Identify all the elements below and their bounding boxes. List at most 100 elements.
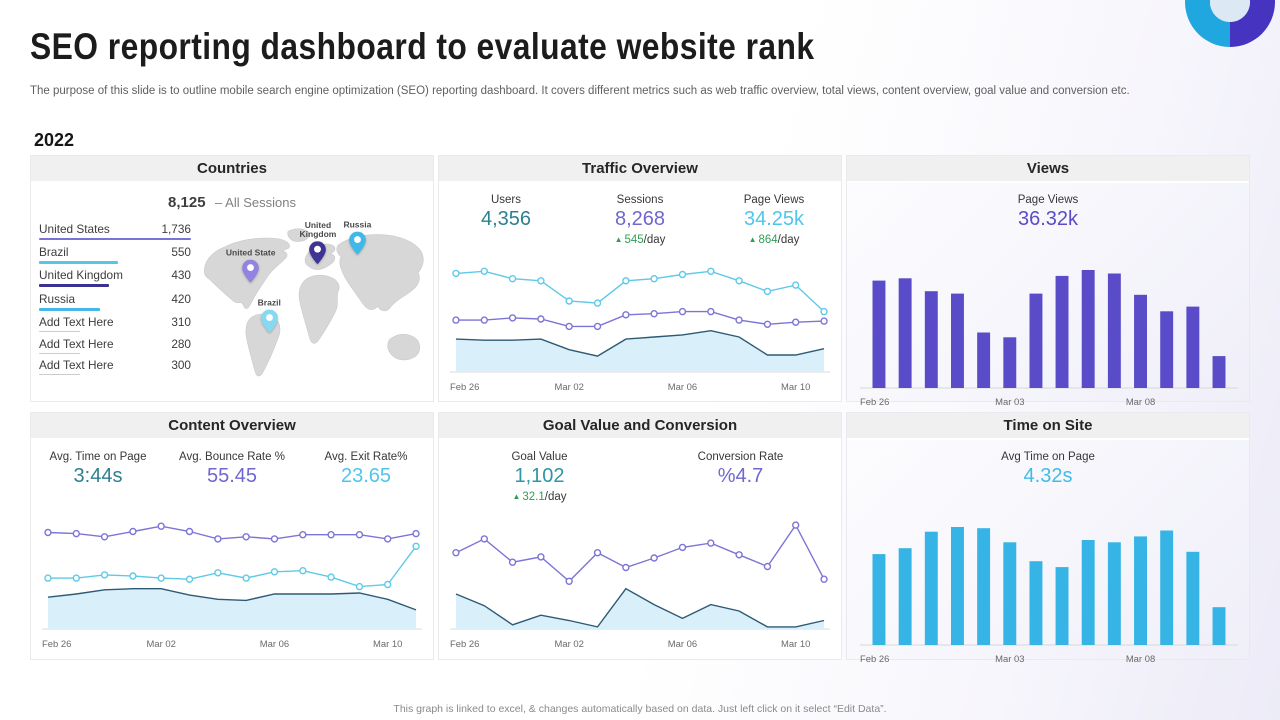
country-underline bbox=[39, 352, 81, 354]
time-on-site-body: Avg Time on Page 4.32s Feb 26 Mar 03 Mar 08 bbox=[847, 440, 1249, 667]
stat-value: 34.25k bbox=[743, 208, 805, 230]
stat-sessions: Sessions 8,268 ▲ 545/day bbox=[573, 194, 707, 256]
delta-unit: /day bbox=[544, 491, 567, 503]
country-row-brazil[interactable]: Brazil 550 bbox=[39, 245, 191, 264]
stat-label: Page Views bbox=[743, 194, 805, 206]
stat-label: Page Views bbox=[1017, 194, 1079, 206]
panel-countries: Countries 8,125 – All Sessions United St… bbox=[30, 155, 434, 402]
country-row-united-states[interactable]: United States 1,736 bbox=[39, 222, 191, 240]
map-pin-united-kingdom: United Kingdom bbox=[287, 219, 349, 265]
panel-goal-conversion: Goal Value and Conversion Goal Value 1,10… bbox=[438, 412, 842, 660]
stat-value: 55.45 bbox=[206, 465, 258, 487]
stat-avg-bounce-rate: Avg. Bounce Rate % 55.45 bbox=[165, 451, 299, 513]
views-bar-chart[interactable]: Feb 26 Mar 03 Mar 08 bbox=[854, 258, 1242, 410]
stat-value: 8,268 bbox=[614, 208, 666, 230]
stat-delta: ▲ 32.1/day bbox=[439, 491, 640, 503]
country-name: United Kingdom bbox=[39, 268, 123, 282]
stat-avg-time-on-page: Avg. Time on Page 3:44s bbox=[31, 451, 165, 513]
svg-text:Mar 03: Mar 03 bbox=[995, 397, 1024, 408]
panel-title-goal: Goal Value and Conversion bbox=[439, 413, 841, 440]
country-row-united-kingdom[interactable]: United Kingdom 430 bbox=[39, 268, 191, 287]
views-stats-row: Page Views 36.32k bbox=[847, 194, 1249, 256]
stat-delta: ▲ 864/day bbox=[707, 234, 841, 246]
country-row-russia[interactable]: Russia 420 bbox=[39, 292, 191, 311]
delta-value: 545 bbox=[624, 234, 644, 246]
country-value: 280 bbox=[171, 336, 191, 351]
dashboard-grid: Countries 8,125 – All Sessions United St… bbox=[30, 155, 1250, 665]
country-underline bbox=[39, 284, 109, 287]
views-body: Page Views 36.32k Feb 26 Mar 03 Mar 08 bbox=[847, 183, 1249, 410]
stat-avg-exit-rate: Avg. Exit Rate% 23.65 bbox=[299, 451, 433, 513]
stat-label: Avg. Time on Page bbox=[49, 451, 147, 463]
country-value: 1,736 bbox=[161, 222, 191, 236]
svg-text:Mar 02: Mar 02 bbox=[554, 639, 583, 650]
panel-title-time-on-site: Time on Site bbox=[847, 413, 1249, 440]
country-name: Add Text Here bbox=[39, 336, 114, 351]
panel-title-views: Views bbox=[847, 156, 1249, 183]
svg-text:Feb 26: Feb 26 bbox=[450, 382, 479, 393]
footer-note: This graph is linked to excel, & changes… bbox=[393, 703, 887, 715]
stat-conversion-rate: Conversion Rate %4.7 bbox=[640, 451, 841, 513]
map-pin-russia: Russia bbox=[326, 220, 388, 255]
map-wrap: United State United Kingdom Russia Brazil bbox=[195, 218, 427, 404]
delta-unit: /day bbox=[777, 234, 800, 246]
goal-body: Goal Value 1,102 ▲ 32.1/day Conversion Rate%… bbox=[439, 440, 841, 659]
traffic-line-chart[interactable]: Feb 26 Mar 02 Mar 06 Mar 10 bbox=[446, 258, 834, 395]
countries-body: 8,125 – All Sessions United States 1,736 B… bbox=[31, 183, 433, 404]
content-stats-row: Avg. Time on Page 3:44s Avg. Bounce Rate %… bbox=[31, 451, 433, 513]
country-name: Russia bbox=[39, 291, 76, 306]
brand-logo-icon bbox=[1185, 0, 1275, 47]
stat-value: 36.32k bbox=[1017, 208, 1079, 230]
traffic-stats-row: Users 4,356 Sessions 8,268 ▲ 545/day Page View… bbox=[439, 194, 841, 256]
time-on-site-bar-chart[interactable]: Feb 26 Mar 03 Mar 08 bbox=[854, 515, 1242, 667]
country-row-add-text-here[interactable]: Add Text Here 310 bbox=[39, 315, 191, 332]
up-arrow-icon: ▲ bbox=[614, 235, 623, 244]
stat-value: 4.32s bbox=[1023, 465, 1073, 487]
goal-line-chart[interactable]: Feb 26 Mar 02 Mar 06 Mar 10 bbox=[446, 515, 834, 652]
country-name: Brazil bbox=[39, 244, 69, 259]
map-pin-united-state: United State bbox=[220, 247, 282, 283]
panel-title-traffic: Traffic Overview bbox=[439, 156, 841, 183]
stat-value: 23.65 bbox=[340, 465, 392, 487]
all-sessions-total: 8,125 – All Sessions bbox=[31, 194, 433, 212]
stat-delta: ▲ 545/day bbox=[573, 234, 707, 246]
total-sessions-value: 8,125 bbox=[168, 194, 206, 211]
country-row-add-text-here[interactable]: Add Text Here 280 bbox=[39, 337, 191, 354]
year-label: 2022 bbox=[34, 130, 75, 150]
svg-text:Mar 06: Mar 06 bbox=[668, 639, 697, 650]
stat-label: Users bbox=[490, 194, 522, 206]
country-value: 550 bbox=[171, 244, 191, 259]
map-pin-label: Brazil bbox=[257, 298, 281, 309]
country-underline bbox=[39, 374, 81, 375]
country-name: Add Text Here bbox=[39, 315, 114, 329]
stat-avg-time-on-page: Avg Time on Page 4.32s bbox=[847, 451, 1249, 513]
svg-text:Mar 08: Mar 08 bbox=[1126, 654, 1155, 665]
total-sessions-label: – All Sessions bbox=[215, 195, 296, 210]
map-pin-label: United State bbox=[225, 247, 276, 258]
country-underline bbox=[39, 260, 119, 264]
delta-unit: /day bbox=[643, 234, 666, 246]
goal-stats-row: Goal Value 1,102 ▲ 32.1/day Conversion Rate%… bbox=[439, 451, 841, 513]
svg-text:Feb 26: Feb 26 bbox=[42, 639, 71, 650]
stat-value: 1,102 bbox=[514, 465, 565, 487]
country-row-add-text-here[interactable]: Add Text Here 300 bbox=[39, 358, 191, 375]
stat-label: Avg. Bounce Rate % bbox=[179, 451, 285, 463]
panel-title-countries: Countries bbox=[31, 156, 433, 183]
content-body: Avg. Time on Page 3:44s Avg. Bounce Rate %… bbox=[31, 440, 433, 659]
stat-value: 3:44s bbox=[73, 465, 123, 487]
stat-label: Conversion Rate bbox=[697, 451, 784, 463]
svg-text:Mar 02: Mar 02 bbox=[554, 382, 583, 393]
delta-value: 32.1 bbox=[522, 491, 545, 503]
content-line-chart[interactable]: Feb 26 Mar 02 Mar 06 Mar 10 bbox=[38, 515, 426, 652]
country-list: United States 1,736 Brazil 550 United Kingdo… bbox=[39, 222, 191, 404]
country-underline bbox=[39, 307, 100, 311]
svg-text:Mar 10: Mar 10 bbox=[781, 639, 810, 650]
panel-content-overview: Content Overview Avg. Time on Page 3:44s A… bbox=[30, 412, 434, 660]
svg-text:Feb 26: Feb 26 bbox=[860, 654, 889, 665]
panel-title-content: Content Overview bbox=[31, 413, 433, 440]
svg-text:Mar 08: Mar 08 bbox=[1126, 397, 1155, 408]
map-pin-label: United Kingdom bbox=[299, 219, 337, 240]
svg-text:Mar 10: Mar 10 bbox=[781, 382, 810, 393]
country-underline bbox=[39, 331, 81, 332]
location-pin-icon bbox=[309, 241, 327, 265]
